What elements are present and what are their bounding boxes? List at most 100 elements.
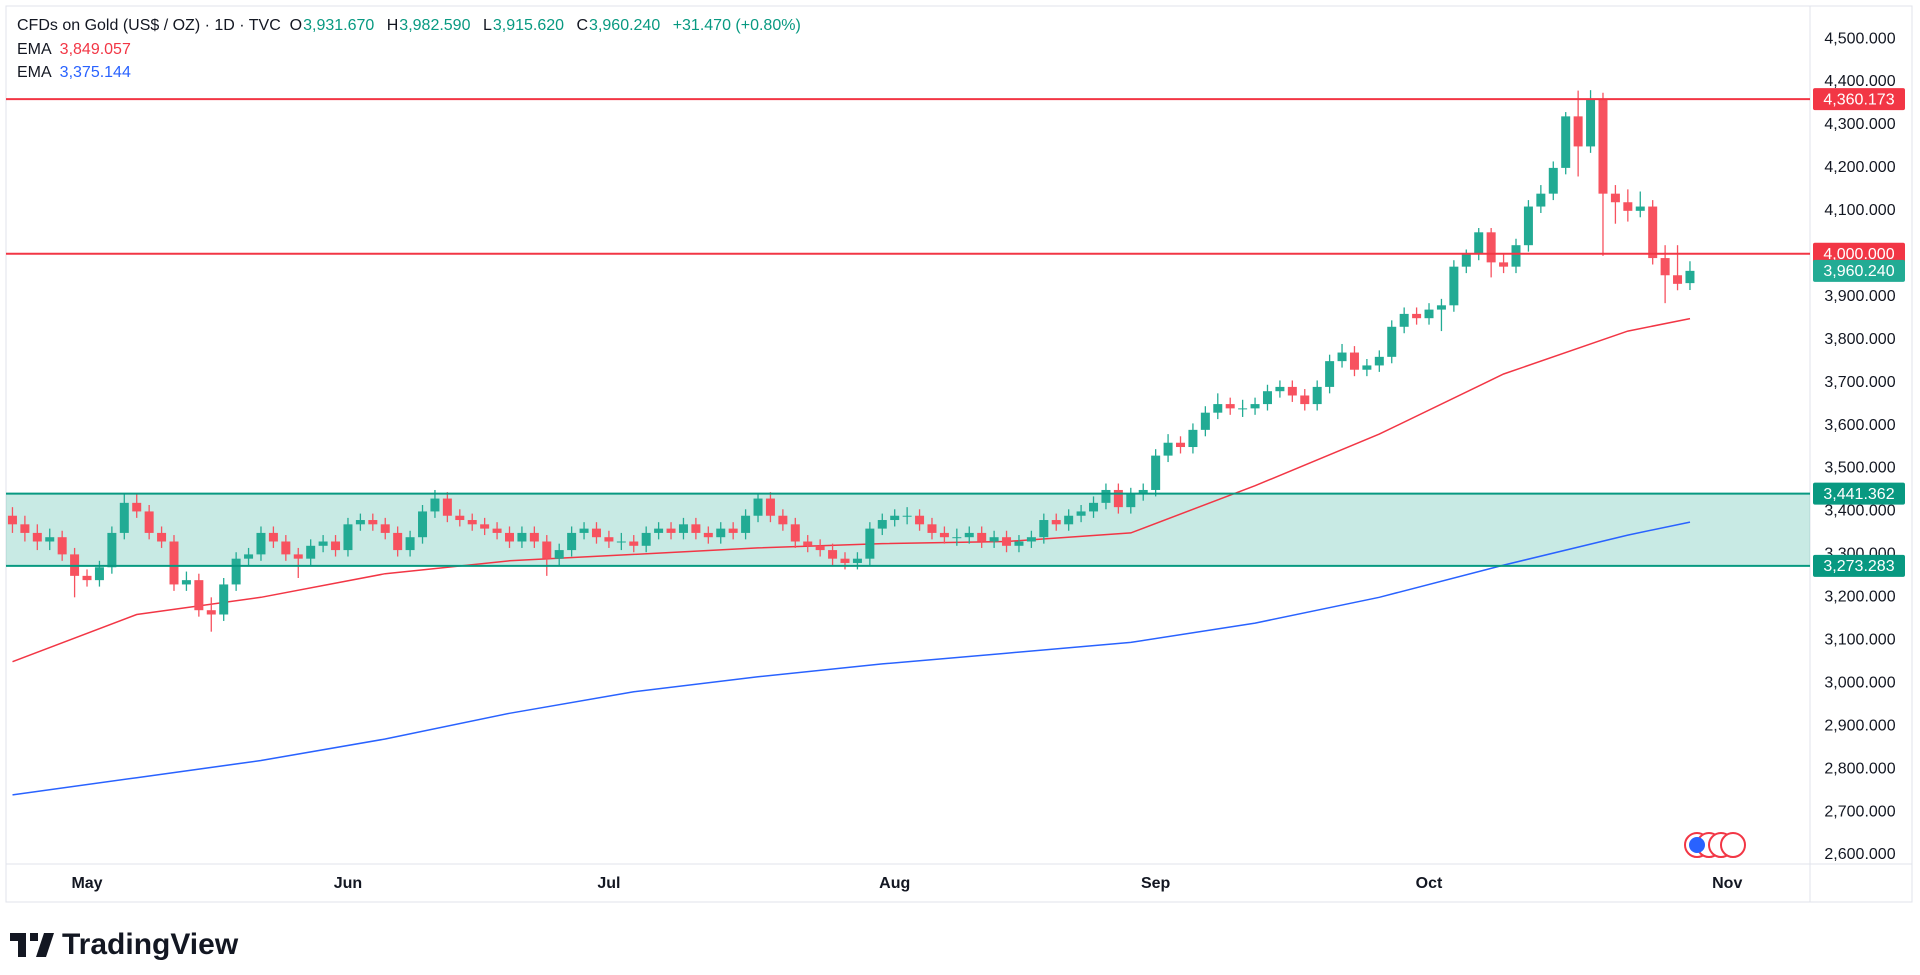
- ohlc-key: C: [576, 17, 589, 34]
- indicator-row: EMA 3,849.057: [17, 38, 809, 62]
- candle-body: [1188, 429, 1198, 448]
- ohlc-value: 3,915.620: [492, 17, 565, 34]
- level-label-box: [1813, 482, 1905, 505]
- candle-body: [1076, 511, 1086, 516]
- candle-body: [157, 532, 167, 542]
- candle-body: [915, 515, 925, 525]
- y-tick-label: 3,400.000: [1824, 503, 1895, 520]
- brand-logo: [10, 933, 54, 957]
- candle-body: [716, 528, 726, 538]
- candle-body: [1014, 541, 1024, 546]
- candle-body: [1623, 202, 1633, 211]
- candle-body: [1225, 404, 1235, 409]
- candle-body: [591, 528, 601, 538]
- ohlc-key: O: [289, 17, 303, 34]
- change: +31.470 (+0.80%): [672, 17, 801, 34]
- candle-body: [1635, 206, 1645, 211]
- candle-body: [1101, 489, 1111, 503]
- indicator-row: EMA 3,375.144: [17, 61, 809, 85]
- level-label-box: [1813, 554, 1905, 577]
- candle-body: [828, 550, 838, 559]
- level-label-box: [1813, 242, 1905, 265]
- indicator-legend: EMA 3,849.057 EMA 3,375.144: [17, 38, 809, 85]
- candle-body: [877, 520, 887, 529]
- candle-body: [1374, 356, 1384, 366]
- indicator-name: EMA: [17, 40, 52, 58]
- candle-body: [1176, 442, 1186, 448]
- candle-body: [1449, 266, 1459, 306]
- candle-body: [654, 528, 664, 533]
- candle-body: [82, 575, 92, 581]
- candle-body: [107, 532, 117, 568]
- candle-body: [554, 550, 564, 559]
- candle-body: [1561, 116, 1571, 168]
- candle-body: [567, 532, 577, 551]
- candle-body: [1648, 206, 1658, 259]
- indicator-value: 3,849.057: [59, 40, 131, 58]
- candle-body: [753, 498, 763, 516]
- candle-body: [1511, 245, 1521, 267]
- candle-body: [678, 524, 688, 533]
- candle-body: [1089, 502, 1099, 512]
- candle-body: [306, 545, 316, 559]
- candle-body: [368, 520, 378, 525]
- candle-body: [1262, 391, 1272, 405]
- candle-body: [1126, 494, 1136, 508]
- x-tick-label: Aug: [879, 875, 910, 892]
- candle-body: [1536, 193, 1546, 207]
- candle-body: [206, 610, 216, 615]
- candle-body: [1002, 537, 1012, 546]
- y-tick-label: 3,900.000: [1824, 288, 1895, 305]
- y-tick-label: 3,500.000: [1824, 460, 1895, 477]
- candle-body: [778, 515, 788, 525]
- candle-body: [1387, 326, 1397, 357]
- candle-body: [1486, 232, 1496, 263]
- x-tick-label: Jul: [597, 875, 620, 892]
- candle-body: [964, 532, 974, 538]
- candle-body: [1026, 537, 1036, 542]
- candle-body: [281, 541, 291, 555]
- brand: TradingView: [10, 928, 238, 962]
- candle-body: [1685, 270, 1695, 284]
- candle-body: [1325, 361, 1335, 387]
- y-tick-label: 4,200.000: [1824, 159, 1895, 176]
- candle-body: [1586, 99, 1596, 147]
- event-flags: [1684, 832, 1746, 858]
- candle-body: [989, 537, 999, 542]
- candle-body: [1461, 253, 1471, 267]
- candle-body: [641, 532, 651, 546]
- candle-body: [405, 537, 415, 551]
- candle-body: [480, 524, 490, 529]
- candle-body: [629, 541, 639, 546]
- ohlc-key: L: [482, 17, 492, 34]
- candle-body: [616, 541, 626, 543]
- ohlc-value: 3,982.590: [399, 17, 471, 34]
- candle-body: [1399, 313, 1409, 327]
- candle-body: [169, 541, 179, 585]
- last-price-box: [1813, 259, 1905, 282]
- candle-body: [1610, 193, 1620, 203]
- candle-body: [939, 532, 949, 538]
- candle-body: [430, 498, 440, 512]
- candle-body: [380, 524, 390, 533]
- candle-body: [7, 515, 17, 525]
- candle-body: [902, 515, 912, 517]
- candle-body: [952, 537, 962, 539]
- candle-body: [1287, 386, 1297, 396]
- candle-body: [517, 532, 527, 542]
- candle-body: [703, 532, 713, 538]
- candle-body: [1250, 404, 1260, 409]
- candle-body: [231, 558, 241, 585]
- candle-body: [467, 520, 477, 525]
- candle-body: [865, 528, 875, 559]
- candle-body: [666, 528, 676, 533]
- candle-body: [1163, 442, 1173, 456]
- candle-body: [1474, 232, 1484, 254]
- candle-body: [728, 528, 738, 533]
- candle-body: [45, 537, 55, 542]
- candle-body: [1660, 258, 1670, 276]
- candle-body: [32, 532, 42, 542]
- symbol-row: CFDs on Gold (US$ / OZ) · 1D · TVC O3,93…: [17, 14, 809, 38]
- candle-body: [1213, 404, 1223, 413]
